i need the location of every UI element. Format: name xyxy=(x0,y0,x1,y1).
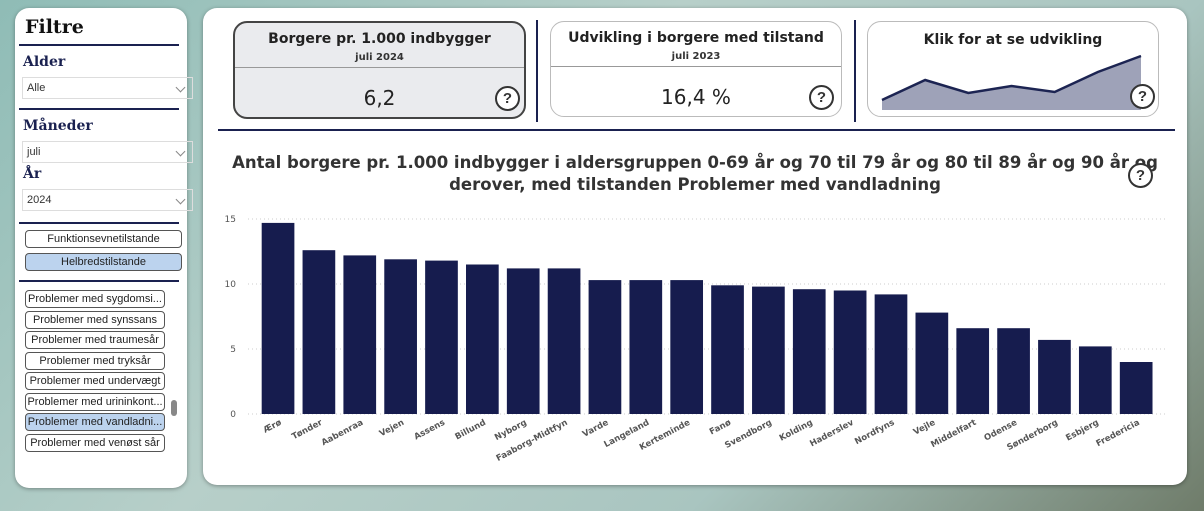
age-dropdown[interactable]: Alle xyxy=(22,77,193,99)
card-subtitle: juli 2024 xyxy=(235,52,524,63)
divider xyxy=(218,129,1175,131)
divider xyxy=(235,67,524,68)
filter-label: Måneder xyxy=(23,118,93,134)
dashboard: Filtre Alder Alle Måneder juli År 2024 F… xyxy=(0,0,1204,511)
filter-panel: Filtre Alder Alle Måneder juli År 2024 F… xyxy=(15,8,187,488)
year-dropdown[interactable]: 2024 xyxy=(22,189,193,211)
month-dropdown[interactable]: juli xyxy=(22,141,193,163)
help-icon[interactable]: ? xyxy=(1130,84,1155,109)
chart-title: Antal borgere pr. 1.000 indbygger i alde… xyxy=(225,152,1165,196)
condition-button[interactable]: Problemer med venøst sår xyxy=(25,434,165,452)
divider xyxy=(536,20,538,122)
divider xyxy=(19,280,179,282)
scrollbar[interactable] xyxy=(171,400,177,416)
card-value: 6,2 xyxy=(235,86,524,110)
card-subtitle: juli 2023 xyxy=(551,51,841,62)
divider xyxy=(19,44,179,46)
divider xyxy=(551,66,841,67)
card-title: Udvikling i borgere med tilstand xyxy=(551,30,841,46)
kpi-card[interactable]: Borgere pr. 1.000 indbygger juli 2024 6,… xyxy=(233,21,526,119)
help-icon[interactable]: ? xyxy=(495,86,520,111)
divider xyxy=(19,222,179,224)
condition-button[interactable]: Problemer med traumesår xyxy=(25,331,165,349)
divider xyxy=(854,20,856,122)
card-title: Borgere pr. 1.000 indbygger xyxy=(235,31,524,47)
group-button[interactable]: Funktionsevnetilstande xyxy=(25,230,182,248)
filter-label: År xyxy=(23,166,41,182)
condition-button[interactable]: Problemer med urininkont... xyxy=(25,393,165,411)
condition-button[interactable]: Problemer med vandladni... xyxy=(25,413,165,431)
kpi-card[interactable]: Udvikling i borgere med tilstand juli 20… xyxy=(550,21,842,117)
condition-button[interactable]: Problemer med undervægt xyxy=(25,372,165,390)
card-value: 16,4 % xyxy=(551,85,841,109)
filter-label: Alder xyxy=(23,54,65,70)
card-title: Klik for at se udvikling xyxy=(868,32,1158,48)
condition-button[interactable]: Problemer med synssans xyxy=(25,311,165,329)
condition-button[interactable]: Problemer med tryksår xyxy=(25,352,165,370)
help-icon[interactable]: ? xyxy=(1128,163,1153,188)
condition-button[interactable]: Problemer med sygdomsi... xyxy=(25,290,165,308)
divider xyxy=(19,108,179,110)
filter-title: Filtre xyxy=(25,16,84,38)
group-button[interactable]: Helbredstilstande xyxy=(25,253,182,271)
main-panel: Borgere pr. 1.000 indbygger juli 2024 6,… xyxy=(203,8,1187,485)
trend-card[interactable]: Klik for at se udvikling xyxy=(867,21,1159,117)
help-icon[interactable]: ? xyxy=(809,85,834,110)
